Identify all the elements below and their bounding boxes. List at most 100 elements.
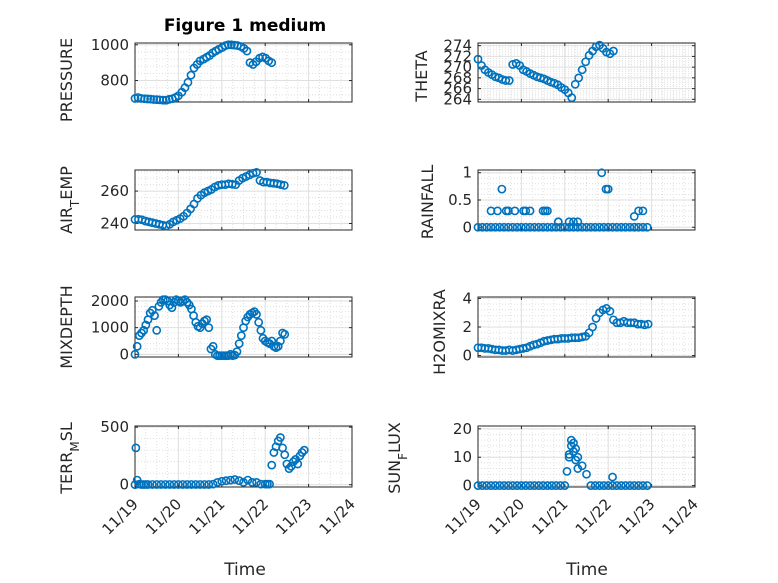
data-point xyxy=(299,445,309,455)
data-point xyxy=(473,481,483,490)
y-tick-label: 20 xyxy=(453,420,472,438)
y-tick-label: 272 xyxy=(443,47,472,65)
axes-box xyxy=(134,296,353,358)
data-point xyxy=(634,481,643,490)
x-tick-label: 11/24 xyxy=(316,495,359,538)
data-point xyxy=(248,168,258,178)
data-point xyxy=(538,222,548,232)
data-point xyxy=(642,222,652,232)
data-point xyxy=(289,457,298,467)
data-point xyxy=(202,315,212,325)
x-tick-label: 11/19 xyxy=(442,495,485,538)
axes-box xyxy=(134,169,353,231)
x-tick-label: 11/23 xyxy=(615,495,658,538)
data-point xyxy=(490,481,500,490)
ylabel-rainfall: RAINFALL xyxy=(418,165,437,240)
data-point xyxy=(204,323,214,333)
data-point xyxy=(503,222,513,232)
y-tick-label: 1000 xyxy=(91,319,129,337)
data-point xyxy=(223,40,233,50)
subplot-terr-msl: 0 500 11/19 11/20 11/21 11/22 11/23 11/24 xyxy=(99,418,359,538)
ylabel-terr-sub: M xyxy=(68,441,82,451)
data-point xyxy=(616,222,626,232)
data-point xyxy=(499,481,509,490)
y-tick-label: 264 xyxy=(443,90,472,108)
ylabel-sun-base: SUN xyxy=(385,460,404,494)
data-point xyxy=(503,206,513,216)
data-point xyxy=(252,309,261,319)
data-point xyxy=(595,222,604,232)
data-point xyxy=(574,73,584,83)
data-point xyxy=(556,222,565,232)
data-point xyxy=(608,481,617,490)
ylabel-theta: THETA xyxy=(412,50,431,102)
x-tick-label: 11/22 xyxy=(229,495,272,538)
data-point xyxy=(521,222,531,232)
data-point xyxy=(603,184,613,194)
y-tick-label: 10 xyxy=(453,448,472,466)
data-point xyxy=(629,222,639,232)
data-point xyxy=(543,481,552,490)
data-point xyxy=(643,319,653,329)
x-tick-label: 11/23 xyxy=(272,495,315,538)
data-point xyxy=(242,46,252,56)
data-point xyxy=(581,57,591,67)
data-point xyxy=(512,222,522,232)
axes-box xyxy=(477,42,696,103)
data-point xyxy=(547,481,557,490)
data-point xyxy=(517,481,526,490)
data-point xyxy=(280,450,290,460)
data-point xyxy=(534,222,544,232)
data-point xyxy=(173,480,183,489)
data-point xyxy=(182,480,192,489)
ylabel-sun-flux: SUNFLUX xyxy=(385,422,410,494)
data-point xyxy=(564,217,574,227)
data-point xyxy=(178,480,188,489)
data-point xyxy=(503,481,513,490)
ylabel-terr-msl: TERRMSL xyxy=(57,422,82,495)
y-tick-label: 800 xyxy=(100,72,129,90)
data-point xyxy=(486,222,496,232)
data-point xyxy=(252,168,261,177)
data-point xyxy=(267,336,277,346)
data-point xyxy=(612,222,622,232)
data-point xyxy=(629,481,639,490)
data-point xyxy=(156,480,166,489)
ylabel-terr-rest: SL xyxy=(57,422,76,441)
data-point xyxy=(243,475,253,485)
data-point xyxy=(608,472,617,482)
y-tick-label: 1 xyxy=(462,164,472,182)
data-point xyxy=(642,481,652,490)
data-point xyxy=(482,222,492,232)
data-point xyxy=(482,481,492,490)
data-point xyxy=(195,480,205,489)
data-point xyxy=(556,481,565,490)
data-point xyxy=(621,222,630,232)
xlabel-left: Time xyxy=(223,560,266,580)
axes-box xyxy=(477,425,696,488)
data-point xyxy=(638,222,648,232)
data-point xyxy=(279,181,289,190)
data-point xyxy=(232,347,242,357)
data-point xyxy=(167,303,177,313)
data-point xyxy=(213,477,222,487)
ylabel-air-temp-base: AIR xyxy=(57,207,76,234)
data-point xyxy=(560,481,570,490)
data-point xyxy=(152,480,162,489)
data-point xyxy=(187,480,196,489)
data-point xyxy=(499,222,509,232)
y-tick-label: 0.5 xyxy=(448,191,472,209)
data-point xyxy=(150,311,159,321)
data-point xyxy=(247,477,257,487)
y-tick-label: 2 xyxy=(462,318,472,336)
data-point xyxy=(573,222,583,232)
y-tick-label: 0 xyxy=(462,477,472,495)
data-point xyxy=(530,481,539,490)
data-point xyxy=(564,222,574,232)
xlabel-right: Time xyxy=(565,560,608,580)
data-point xyxy=(569,222,578,232)
data-point xyxy=(582,469,591,479)
data-point xyxy=(517,222,526,232)
data-point xyxy=(152,325,162,335)
data-point xyxy=(186,70,196,80)
